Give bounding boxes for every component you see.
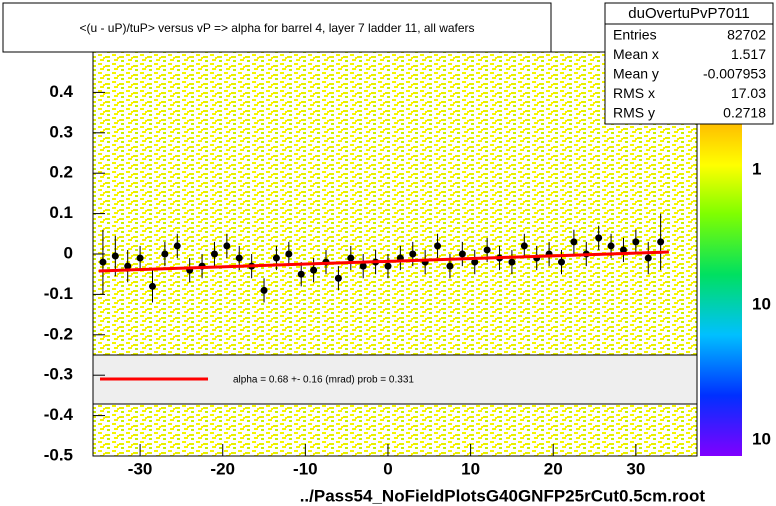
y-tick-label: -0.2 (44, 324, 73, 343)
y-tick-label: -0.1 (44, 284, 73, 303)
point (458, 250, 466, 258)
x-tick-label: 30 (626, 459, 645, 478)
y-tick-label: 0.3 (49, 122, 73, 141)
stats-value: 82702 (727, 27, 766, 43)
point (223, 242, 231, 250)
stats-name: RMS x (613, 85, 655, 101)
stats-name: RMS y (613, 105, 655, 121)
stats-name: Mean y (613, 66, 659, 82)
point (272, 254, 280, 262)
stats-value: 1.517 (731, 46, 766, 62)
point (384, 262, 392, 270)
x-tick-label: 0 (383, 459, 392, 478)
stats-name: Mean x (613, 46, 659, 62)
x-tick-label: -10 (293, 459, 318, 478)
y-tick-label: 0.1 (49, 203, 73, 222)
point (483, 246, 491, 254)
palette-label: 10 (752, 294, 771, 313)
point (235, 254, 243, 262)
chart-title: <(u - uP)/tuP> versus vP => alpha for ba… (79, 21, 474, 35)
point (310, 266, 318, 274)
stats-box (604, 2, 774, 125)
stats-title: duOvertuPvP7011 (628, 5, 749, 22)
point (136, 254, 144, 262)
point (210, 250, 218, 258)
x-tick-label: 20 (544, 459, 563, 478)
point (657, 238, 665, 246)
y-tick-label: -0.4 (44, 405, 74, 424)
x-tick-label: -20 (210, 459, 235, 478)
stats-value: -0.007953 (703, 66, 766, 82)
y-tick-label: 0.4 (49, 82, 73, 101)
point (632, 238, 640, 246)
x-tick-label: 10 (461, 459, 480, 478)
point (359, 262, 367, 270)
point (173, 242, 181, 250)
y-tick-label: 0.2 (49, 163, 73, 182)
point (570, 238, 578, 246)
point (644, 254, 652, 262)
point (111, 252, 119, 260)
point (161, 250, 169, 258)
point (99, 258, 107, 266)
y-tick-label: 0 (64, 243, 73, 262)
palette-label: 10 (752, 429, 771, 448)
fit-line (98, 250, 669, 273)
point (434, 242, 442, 250)
y-tick-label: -0.5 (44, 445, 73, 464)
point (347, 254, 355, 262)
point (285, 250, 293, 258)
point (148, 282, 156, 290)
point (446, 262, 454, 270)
point (557, 258, 565, 266)
stats-value: 0.2718 (723, 105, 766, 121)
point (619, 246, 627, 254)
point (607, 242, 615, 250)
point (260, 286, 268, 294)
point (334, 274, 342, 282)
point (124, 262, 132, 270)
point (595, 234, 603, 242)
x-tick-label: -30 (128, 459, 153, 478)
stats-value: 17.03 (731, 85, 766, 101)
title-box (2, 2, 552, 53)
point (409, 250, 417, 258)
x-axis-label: ../Pass54_NoFieldPlotsG40GNFP25rCut0.5cm… (300, 486, 706, 505)
point (297, 270, 305, 278)
point (520, 242, 528, 250)
legend-text: alpha = 0.68 +- 0.16 (mrad) prob = 0.331 (233, 375, 414, 386)
point (508, 258, 516, 266)
point (471, 258, 479, 266)
palette-label: 1 (752, 159, 761, 178)
stats-name: Entries (613, 27, 657, 43)
y-tick-label: -0.3 (44, 365, 73, 384)
